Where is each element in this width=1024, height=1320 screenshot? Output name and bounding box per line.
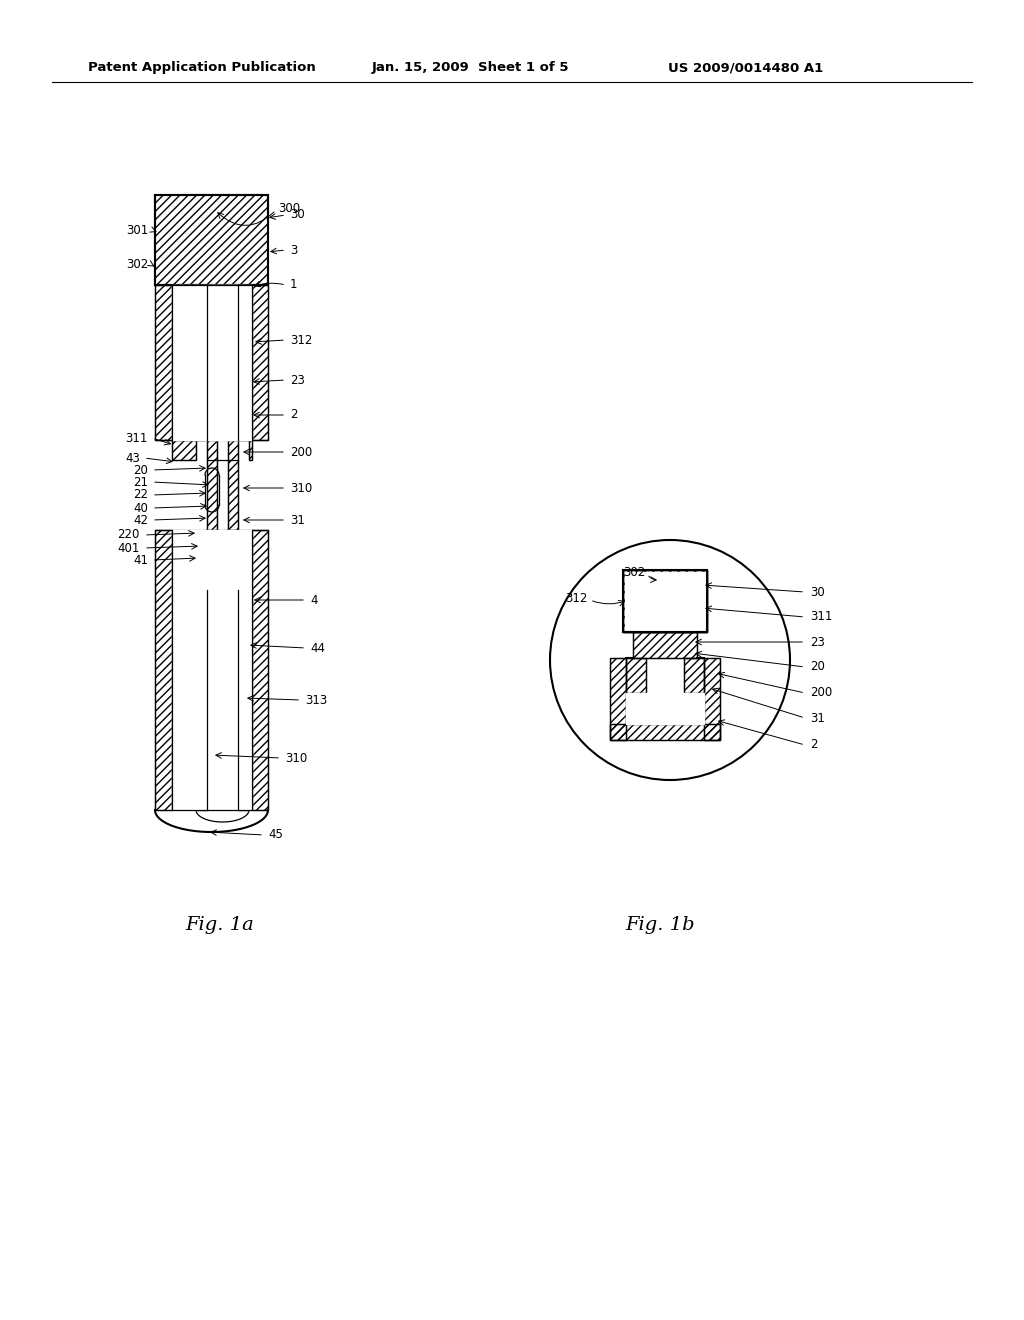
Bar (155, 531, 172, 810)
Text: 30: 30 (810, 586, 824, 598)
Polygon shape (626, 693, 705, 723)
Text: 43: 43 (125, 451, 140, 465)
Bar (172, 440, 196, 459)
Text: 200: 200 (290, 446, 312, 458)
Text: 311: 311 (810, 610, 833, 623)
Bar (252, 285, 268, 440)
Text: 3: 3 (290, 243, 297, 256)
Text: 302: 302 (623, 565, 645, 578)
Bar (623, 570, 707, 632)
Polygon shape (207, 590, 238, 810)
Bar (633, 632, 697, 657)
Bar (684, 657, 705, 693)
Bar (623, 570, 707, 632)
Bar (228, 440, 238, 531)
Bar (623, 570, 707, 632)
Text: 310: 310 (290, 482, 312, 495)
Bar (238, 590, 249, 810)
Bar (252, 285, 268, 440)
Bar (196, 590, 207, 810)
Text: 23: 23 (810, 635, 825, 648)
Bar (155, 285, 172, 440)
Bar (155, 195, 268, 285)
Text: US 2009/0014480 A1: US 2009/0014480 A1 (668, 62, 823, 74)
Text: 313: 313 (305, 693, 328, 706)
Text: 40: 40 (133, 502, 148, 515)
Text: 30: 30 (290, 209, 305, 222)
Bar (610, 657, 626, 741)
Bar (705, 657, 720, 741)
Bar (155, 531, 172, 810)
Text: Fig. 1b: Fig. 1b (626, 916, 695, 935)
Bar (172, 440, 196, 459)
Bar (252, 531, 268, 810)
Bar (623, 570, 707, 632)
Text: 302: 302 (126, 259, 148, 272)
Text: 300: 300 (278, 202, 300, 214)
Text: 200: 200 (810, 686, 833, 700)
Bar (633, 632, 697, 657)
Bar (626, 657, 646, 693)
Bar (623, 570, 707, 632)
Bar (684, 657, 705, 693)
Text: 312: 312 (290, 334, 312, 346)
Bar (238, 590, 249, 810)
Text: 31: 31 (290, 513, 305, 527)
Text: 401: 401 (118, 541, 140, 554)
Text: 2: 2 (810, 738, 817, 751)
Text: 1: 1 (290, 279, 298, 292)
Text: 22: 22 (133, 488, 148, 502)
Text: 312: 312 (565, 591, 588, 605)
Text: Jan. 15, 2009  Sheet 1 of 5: Jan. 15, 2009 Sheet 1 of 5 (372, 62, 569, 74)
Text: 301: 301 (126, 223, 148, 236)
Text: 2: 2 (290, 408, 298, 421)
Text: 20: 20 (810, 660, 825, 673)
Bar (610, 723, 720, 741)
Bar (238, 285, 249, 440)
Bar (705, 657, 720, 741)
Bar (228, 440, 238, 531)
Text: 20: 20 (133, 463, 148, 477)
Polygon shape (625, 572, 705, 630)
Text: 31: 31 (810, 711, 825, 725)
Bar (249, 440, 252, 459)
Text: 220: 220 (118, 528, 140, 541)
Bar (196, 285, 207, 440)
Bar (238, 285, 249, 440)
Text: 311: 311 (126, 432, 148, 445)
Bar (196, 590, 207, 810)
Bar (252, 531, 268, 810)
Bar (610, 723, 720, 741)
Bar (610, 657, 626, 741)
Text: Patent Application Publication: Patent Application Publication (88, 62, 315, 74)
Bar (155, 285, 172, 440)
Text: 23: 23 (290, 374, 305, 387)
Text: Fig. 1a: Fig. 1a (185, 916, 254, 935)
Polygon shape (207, 285, 238, 440)
Text: 310: 310 (285, 751, 307, 764)
Polygon shape (172, 531, 252, 810)
Bar (207, 440, 217, 531)
Text: 44: 44 (310, 642, 325, 655)
Bar (249, 440, 252, 459)
Bar (626, 657, 646, 693)
Text: 42: 42 (133, 513, 148, 527)
Text: 45: 45 (268, 829, 283, 842)
Bar (207, 440, 217, 531)
Text: 41: 41 (133, 553, 148, 566)
Bar (155, 195, 268, 285)
Text: 21: 21 (133, 475, 148, 488)
Polygon shape (172, 285, 252, 440)
Bar (196, 285, 207, 440)
Text: 4: 4 (310, 594, 317, 606)
